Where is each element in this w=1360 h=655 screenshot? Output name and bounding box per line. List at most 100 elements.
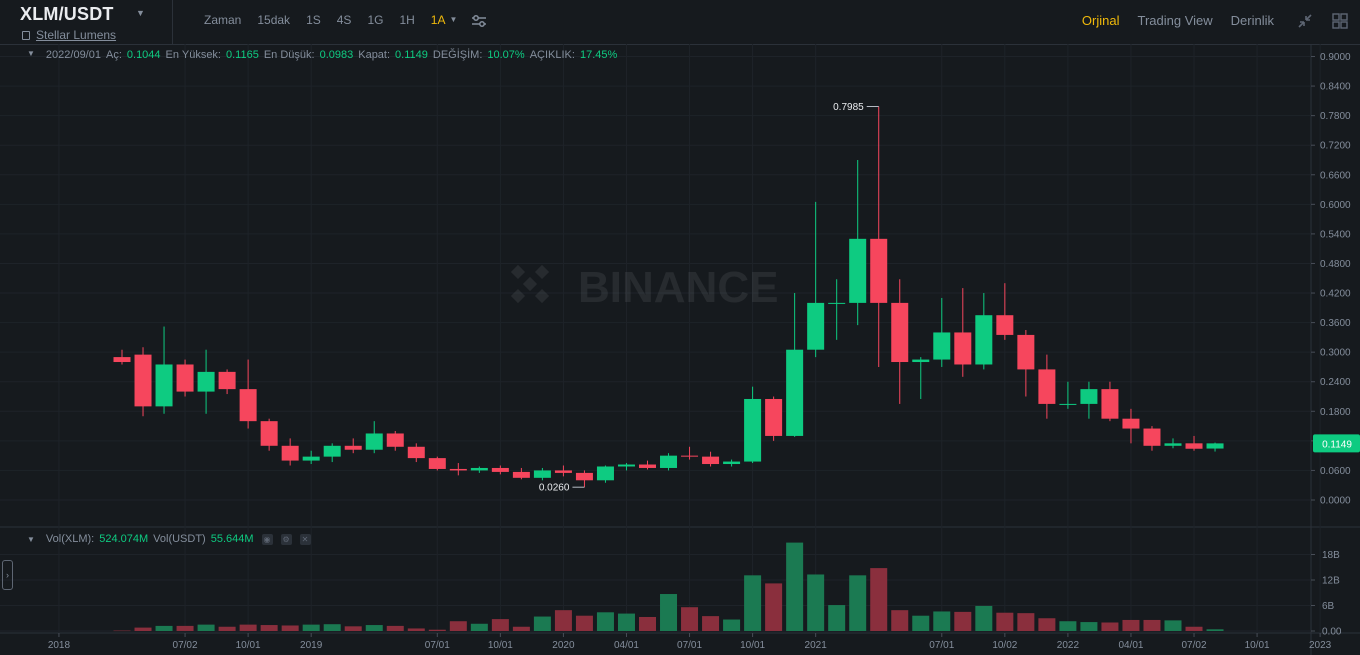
document-icon — [22, 30, 30, 40]
time-tick-label: 10/01 — [236, 640, 261, 651]
candle-body — [807, 302, 825, 350]
interval-time[interactable]: Zaman — [204, 13, 242, 27]
candle-body — [912, 359, 930, 363]
volume-bar — [575, 615, 593, 631]
price-tick-label: 0.2400 — [1320, 377, 1351, 388]
candle-body — [1101, 389, 1119, 419]
time-tick-label: 10/01 — [1245, 640, 1270, 651]
top-bar: XLM/USDT ▼ Stellar Lumens Zaman 15dak 1S… — [0, 0, 1360, 45]
interval-more-icon[interactable]: ▼ — [449, 15, 458, 24]
candle-body — [1143, 428, 1161, 446]
volume-bar — [660, 594, 678, 631]
volume-tick-label: 0.00 — [1322, 627, 1342, 638]
candle-body — [365, 433, 383, 450]
close-icon[interactable]: ✕ — [299, 533, 311, 545]
price-tick-label: 0.6600 — [1320, 170, 1351, 181]
settings-icon[interactable]: ⚙ — [280, 533, 292, 545]
price-candles — [113, 106, 1224, 488]
candle-body — [975, 315, 993, 365]
volume-collapse-icon[interactable]: ▼ — [27, 534, 35, 544]
volume-bar — [1080, 622, 1098, 631]
volume-bar — [702, 616, 720, 631]
candle-body — [786, 349, 804, 436]
candle-body — [765, 398, 783, 436]
candle-body — [575, 472, 593, 481]
ohlc-legend: ▼ 2022/09/01 Aç: 0.1044 En Yüksek: 0.116… — [27, 49, 617, 61]
vol-xlm-label: Vol(XLM): — [45, 533, 95, 545]
volume-bar — [512, 626, 530, 631]
candle-body — [681, 455, 699, 457]
volume-bar — [1038, 618, 1056, 631]
candlestick-chart[interactable]: BINANCE 0.00000.06000.12000.18000.24000.… — [0, 44, 1360, 655]
chart-grid — [0, 44, 1360, 655]
legend-collapse-icon[interactable]: ▼ — [27, 49, 35, 58]
coin-name-label[interactable]: Stellar Lumens — [36, 28, 117, 42]
tab-trading-view[interactable]: Trading View — [1137, 13, 1213, 28]
side-panel-toggle-icon[interactable]: › — [2, 560, 13, 590]
volume-bar — [1143, 619, 1161, 631]
time-tick-label: 04/01 — [1118, 640, 1143, 651]
volume-bar — [491, 619, 509, 631]
close-value: 0.1149 — [395, 49, 428, 61]
candle-body — [617, 464, 635, 467]
volume-bar — [849, 575, 867, 631]
tab-original[interactable]: Orjinal — [1081, 13, 1120, 28]
time-tick-label: 07/01 — [677, 640, 702, 651]
candle-body — [891, 302, 909, 363]
tab-depth[interactable]: Derinlik — [1230, 13, 1274, 28]
price-tick-label: 0.0000 — [1320, 496, 1351, 507]
vol-usdt-value: 55.644M — [210, 533, 254, 545]
eye-icon[interactable]: ◉ — [261, 533, 273, 545]
volume-bar — [744, 575, 762, 631]
time-tick-label: 2019 — [300, 640, 323, 651]
candle-body — [512, 471, 530, 478]
volume-bar — [1185, 626, 1203, 631]
volume-bar — [386, 625, 404, 631]
price-tick-label: 0.4200 — [1320, 289, 1351, 300]
interval-1w[interactable]: 1H — [399, 13, 415, 27]
interval-4h[interactable]: 4S — [336, 13, 352, 27]
volume-legend: ▼ Vol(XLM): 524.074M Vol(USDT) 55.644M ◉… — [27, 533, 311, 545]
volume-bar — [428, 629, 446, 631]
symbol-title[interactable]: XLM/USDT — [20, 4, 114, 24]
volume-bar — [912, 615, 930, 631]
volume-bar — [870, 568, 888, 631]
candle-body — [828, 302, 846, 304]
collapse-icon[interactable] — [1296, 12, 1314, 30]
volume-bar — [723, 619, 741, 631]
volume-bar — [449, 621, 467, 631]
interval-1m[interactable]: 1A — [430, 13, 446, 27]
interval-1d[interactable]: 1G — [367, 13, 384, 27]
time-tick-label: 10/01 — [488, 640, 513, 651]
price-tick-label: 0.8400 — [1320, 82, 1351, 93]
vol-usdt-label: Vol(USDT) — [153, 533, 206, 545]
price-tick-label: 0.3000 — [1320, 348, 1351, 359]
price-tick-label: 0.9000 — [1320, 52, 1351, 63]
candle-body — [1017, 334, 1035, 370]
symbol-dropdown-icon[interactable]: ▼ — [136, 8, 145, 18]
volume-bars — [113, 542, 1224, 632]
volume-bar — [218, 626, 236, 631]
candle-body — [744, 398, 762, 462]
time-tick-label: 07/01 — [425, 640, 450, 651]
candle-body — [702, 456, 720, 465]
last-price-label: 0.1149 — [1322, 439, 1352, 450]
coin-name-link[interactable]: Stellar Lumens — [22, 28, 116, 42]
volume-bar — [765, 583, 783, 631]
candle-body — [849, 238, 867, 303]
volume-bar — [554, 610, 572, 631]
time-tick-label: 2022 — [1057, 640, 1080, 651]
interval-1h[interactable]: 1S — [306, 13, 321, 27]
time-tick-label: 2018 — [48, 640, 71, 651]
time-tick-label: 2021 — [805, 640, 828, 651]
time-tick-label: 04/01 — [614, 640, 639, 651]
open-label: Aç: — [105, 49, 122, 61]
indicator-settings-icon[interactable] — [470, 12, 488, 30]
volume-bar — [617, 613, 635, 631]
volume-bar — [260, 625, 278, 631]
price-tick-label: 0.7800 — [1320, 111, 1351, 122]
volume-bar — [344, 626, 362, 631]
interval-15m[interactable]: 15dak — [257, 13, 291, 27]
time-tick-label: 2020 — [552, 640, 575, 651]
layout-grid-icon[interactable] — [1331, 12, 1349, 30]
